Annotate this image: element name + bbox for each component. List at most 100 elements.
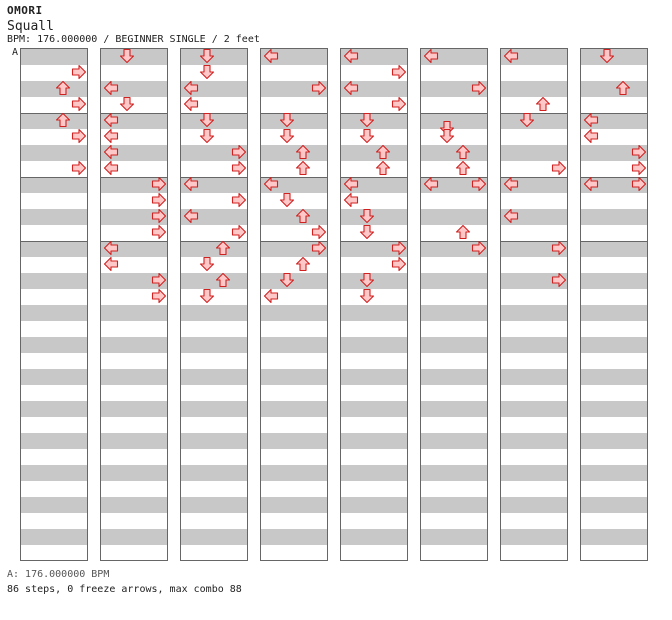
arrow-right-icon [231, 192, 247, 208]
arrow-right-icon [231, 160, 247, 176]
measure-line [181, 177, 247, 178]
measure-line [101, 177, 167, 178]
arrow-left-icon [103, 112, 119, 128]
measure-line [501, 241, 567, 242]
arrow-down-icon [519, 112, 535, 128]
arrow-right-icon [151, 272, 167, 288]
arrow-down-icon [279, 112, 295, 128]
arrow-down-icon [199, 112, 215, 128]
arrow-up-icon [455, 224, 471, 240]
arrow-left-icon [103, 256, 119, 272]
arrow-right-icon [231, 224, 247, 240]
measure-line [101, 113, 167, 114]
chart-column [420, 48, 488, 561]
arrow-down-icon [359, 128, 375, 144]
arrow-down-icon [359, 224, 375, 240]
arrow-right-icon [151, 288, 167, 304]
measure-line [581, 113, 647, 114]
arrow-right-icon [551, 240, 567, 256]
song-title: Squall [7, 19, 54, 34]
arrow-up-icon [215, 240, 231, 256]
bpm-legend: A: 176.000000 BPM [7, 569, 110, 580]
arrow-down-icon [359, 288, 375, 304]
arrow-right-icon [311, 80, 327, 96]
arrow-up-icon [375, 144, 391, 160]
arrow-right-icon [71, 64, 87, 80]
song-game-title: OMORI [7, 4, 43, 17]
arrow-up-icon [295, 208, 311, 224]
arrow-right-icon [551, 160, 567, 176]
arrow-left-icon [343, 176, 359, 192]
arrow-down-icon [359, 208, 375, 224]
arrow-left-icon [503, 176, 519, 192]
arrow-left-icon [503, 208, 519, 224]
arrow-left-icon [263, 48, 279, 64]
measure-line [501, 113, 567, 114]
arrow-down-icon [199, 288, 215, 304]
arrow-left-icon [503, 48, 519, 64]
arrow-left-icon [103, 80, 119, 96]
bpm-marker-label: A [12, 47, 19, 58]
arrow-left-icon [583, 128, 599, 144]
measure-line [581, 241, 647, 242]
arrow-left-icon [183, 96, 199, 112]
arrow-right-icon [311, 240, 327, 256]
arrow-up-icon [455, 160, 471, 176]
chart-column [500, 48, 568, 561]
arrow-left-icon [263, 288, 279, 304]
arrow-up-icon [55, 112, 71, 128]
arrow-left-icon [103, 128, 119, 144]
arrow-right-icon [391, 64, 407, 80]
arrow-up-icon [55, 80, 71, 96]
arrow-up-icon [375, 160, 391, 176]
measure-line [341, 177, 407, 178]
arrow-up-icon [295, 144, 311, 160]
measure-line [21, 241, 87, 242]
arrow-right-icon [151, 224, 167, 240]
chart-column [180, 48, 248, 561]
arrow-down-icon [119, 96, 135, 112]
chart-stats: 86 steps, 0 freeze arrows, max combo 88 [7, 584, 242, 595]
chart-column [20, 48, 88, 561]
measure-line [21, 113, 87, 114]
arrow-down-icon [599, 48, 615, 64]
measure-line [261, 177, 327, 178]
chart-column [580, 48, 648, 561]
chart-info: BPM: 176.000000 / BEGINNER SINGLE / 2 fe… [7, 34, 260, 45]
arrow-right-icon [471, 176, 487, 192]
arrow-right-icon [551, 272, 567, 288]
arrow-right-icon [311, 224, 327, 240]
arrow-right-icon [151, 192, 167, 208]
chart-column [100, 48, 168, 561]
arrow-left-icon [183, 80, 199, 96]
arrow-right-icon [71, 128, 87, 144]
chart-column [340, 48, 408, 561]
arrow-left-icon [423, 48, 439, 64]
arrow-left-icon [103, 160, 119, 176]
measure-line [341, 113, 407, 114]
arrow-left-icon [103, 240, 119, 256]
arrow-down-icon [199, 256, 215, 272]
measure-line [21, 177, 87, 178]
arrow-left-icon [183, 208, 199, 224]
arrow-down-icon [439, 128, 455, 144]
measure-line [341, 241, 407, 242]
arrow-up-icon [535, 96, 551, 112]
measure-line [421, 113, 487, 114]
arrow-right-icon [71, 96, 87, 112]
arrow-right-icon [391, 96, 407, 112]
arrow-left-icon [423, 176, 439, 192]
arrow-down-icon [359, 272, 375, 288]
measure-line [181, 241, 247, 242]
measure-line [581, 177, 647, 178]
arrow-up-icon [615, 80, 631, 96]
chart-column [260, 48, 328, 561]
arrow-down-icon [119, 48, 135, 64]
arrow-down-icon [359, 112, 375, 128]
arrow-left-icon [583, 112, 599, 128]
measure-line [101, 241, 167, 242]
arrow-down-icon [199, 48, 215, 64]
arrow-right-icon [631, 176, 647, 192]
arrow-left-icon [263, 176, 279, 192]
arrow-up-icon [295, 256, 311, 272]
